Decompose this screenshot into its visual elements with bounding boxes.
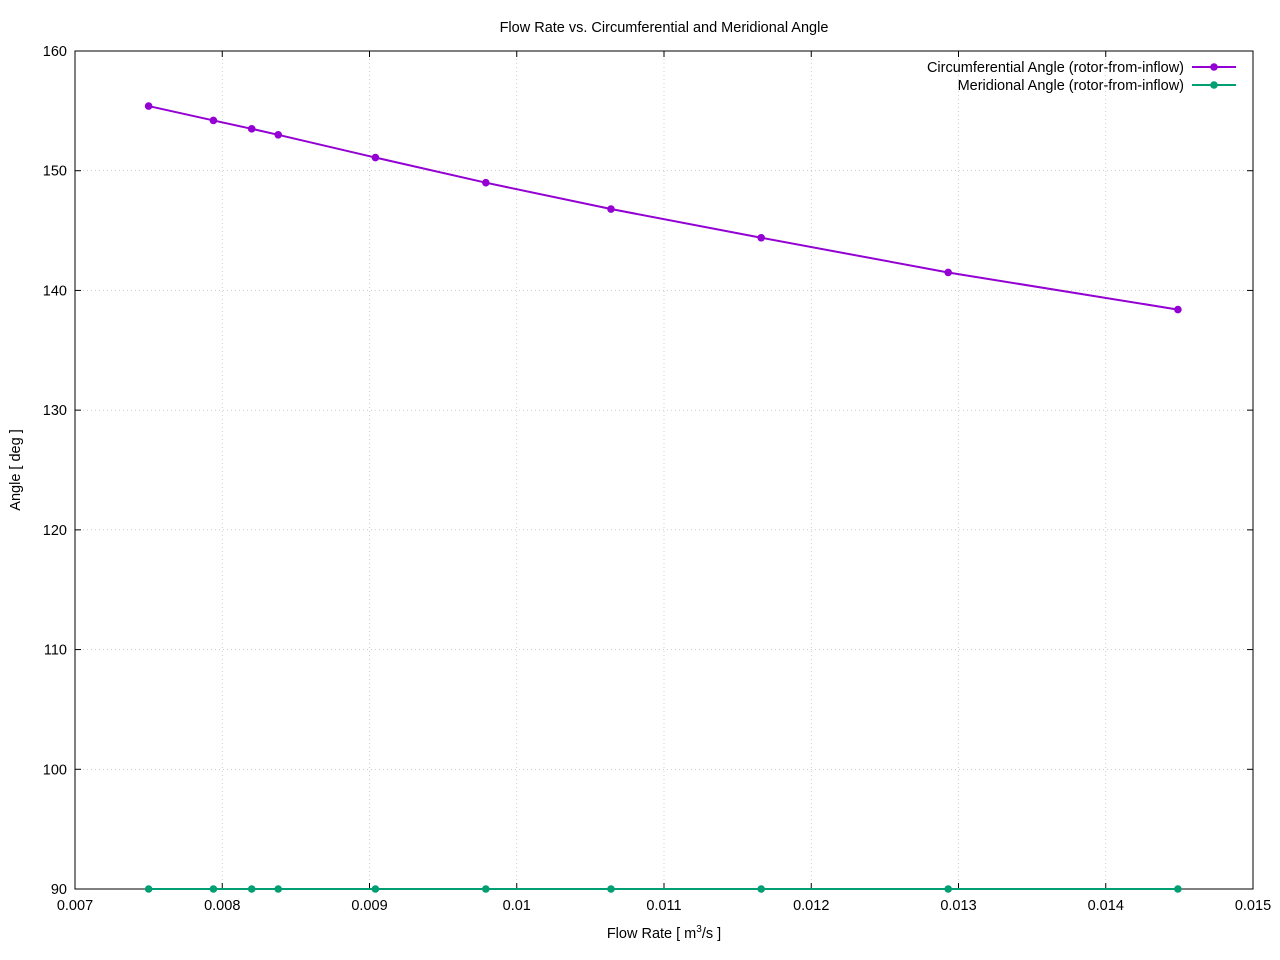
- series-1-point: [1174, 305, 1182, 314]
- series-2-point: [482, 885, 490, 893]
- series-1-point: [144, 102, 153, 110]
- legend-point-sample: [1210, 63, 1218, 71]
- series-2-point: [274, 885, 283, 893]
- series-1-point: [944, 268, 952, 277]
- series-1-point: [482, 178, 490, 187]
- y-tick-label: 100: [43, 762, 67, 778]
- y-tick-label: 140: [43, 283, 67, 299]
- legend-label: Meridional Angle (rotor-from-inflow): [958, 78, 1184, 94]
- series-line-1: [148, 105, 1179, 311]
- legend-label: Circumferential Angle (rotor-from-inflow…: [927, 60, 1184, 76]
- x-tick-label: 0.014: [1088, 898, 1124, 914]
- y-tick-label: 150: [43, 164, 67, 180]
- chart-title: Flow Rate vs. Circumferential and Meridi…: [500, 20, 829, 36]
- series-1-point: [371, 153, 380, 162]
- series-2-point: [209, 885, 218, 893]
- y-tick-label: 160: [43, 44, 67, 60]
- series-1-point: [209, 116, 218, 125]
- series-2-point: [144, 885, 153, 893]
- series-2-point: [1174, 885, 1182, 893]
- series-layer: [144, 102, 1182, 893]
- series-1-point: [757, 233, 765, 242]
- y-tick-label: 110: [44, 643, 67, 659]
- x-tick-label: 0.008: [204, 898, 240, 914]
- x-tick-label: 0.012: [793, 898, 829, 914]
- series-1-point: [247, 125, 256, 133]
- series-1-point: [274, 131, 283, 139]
- y-tick-label: 130: [43, 403, 67, 419]
- axis-ticks: 0.007 0.008 0.009 0.01 0.011 0.012 0.013 0.014 0…: [43, 44, 1271, 914]
- series-2-point: [757, 885, 765, 893]
- x-tick-label: 0.013: [940, 898, 976, 914]
- series-2-point: [607, 885, 615, 893]
- grid-lines: [75, 51, 1253, 889]
- x-tick-label: 0.01: [503, 898, 531, 914]
- legend-point-sample: [1210, 81, 1218, 89]
- x-tick-label: 0.007: [57, 898, 93, 914]
- y-tick-label: 90: [51, 882, 67, 898]
- y-axis-label: Angle [ deg ]: [8, 429, 24, 510]
- y-tick-label: 120: [43, 523, 67, 539]
- x-tick-label: 0.009: [351, 898, 387, 914]
- series-2-point: [944, 885, 952, 893]
- series-1-point: [607, 205, 615, 213]
- series-2-point: [371, 885, 380, 893]
- legend: Circumferential Angle (rotor-from-inflow…: [927, 60, 1236, 94]
- series-2-point: [247, 885, 256, 893]
- x-tick-label: 0.011: [646, 898, 681, 914]
- x-tick-label: 0.015: [1235, 898, 1271, 914]
- x-axis-label: Flow Rate [ m3/s ]: [607, 924, 721, 942]
